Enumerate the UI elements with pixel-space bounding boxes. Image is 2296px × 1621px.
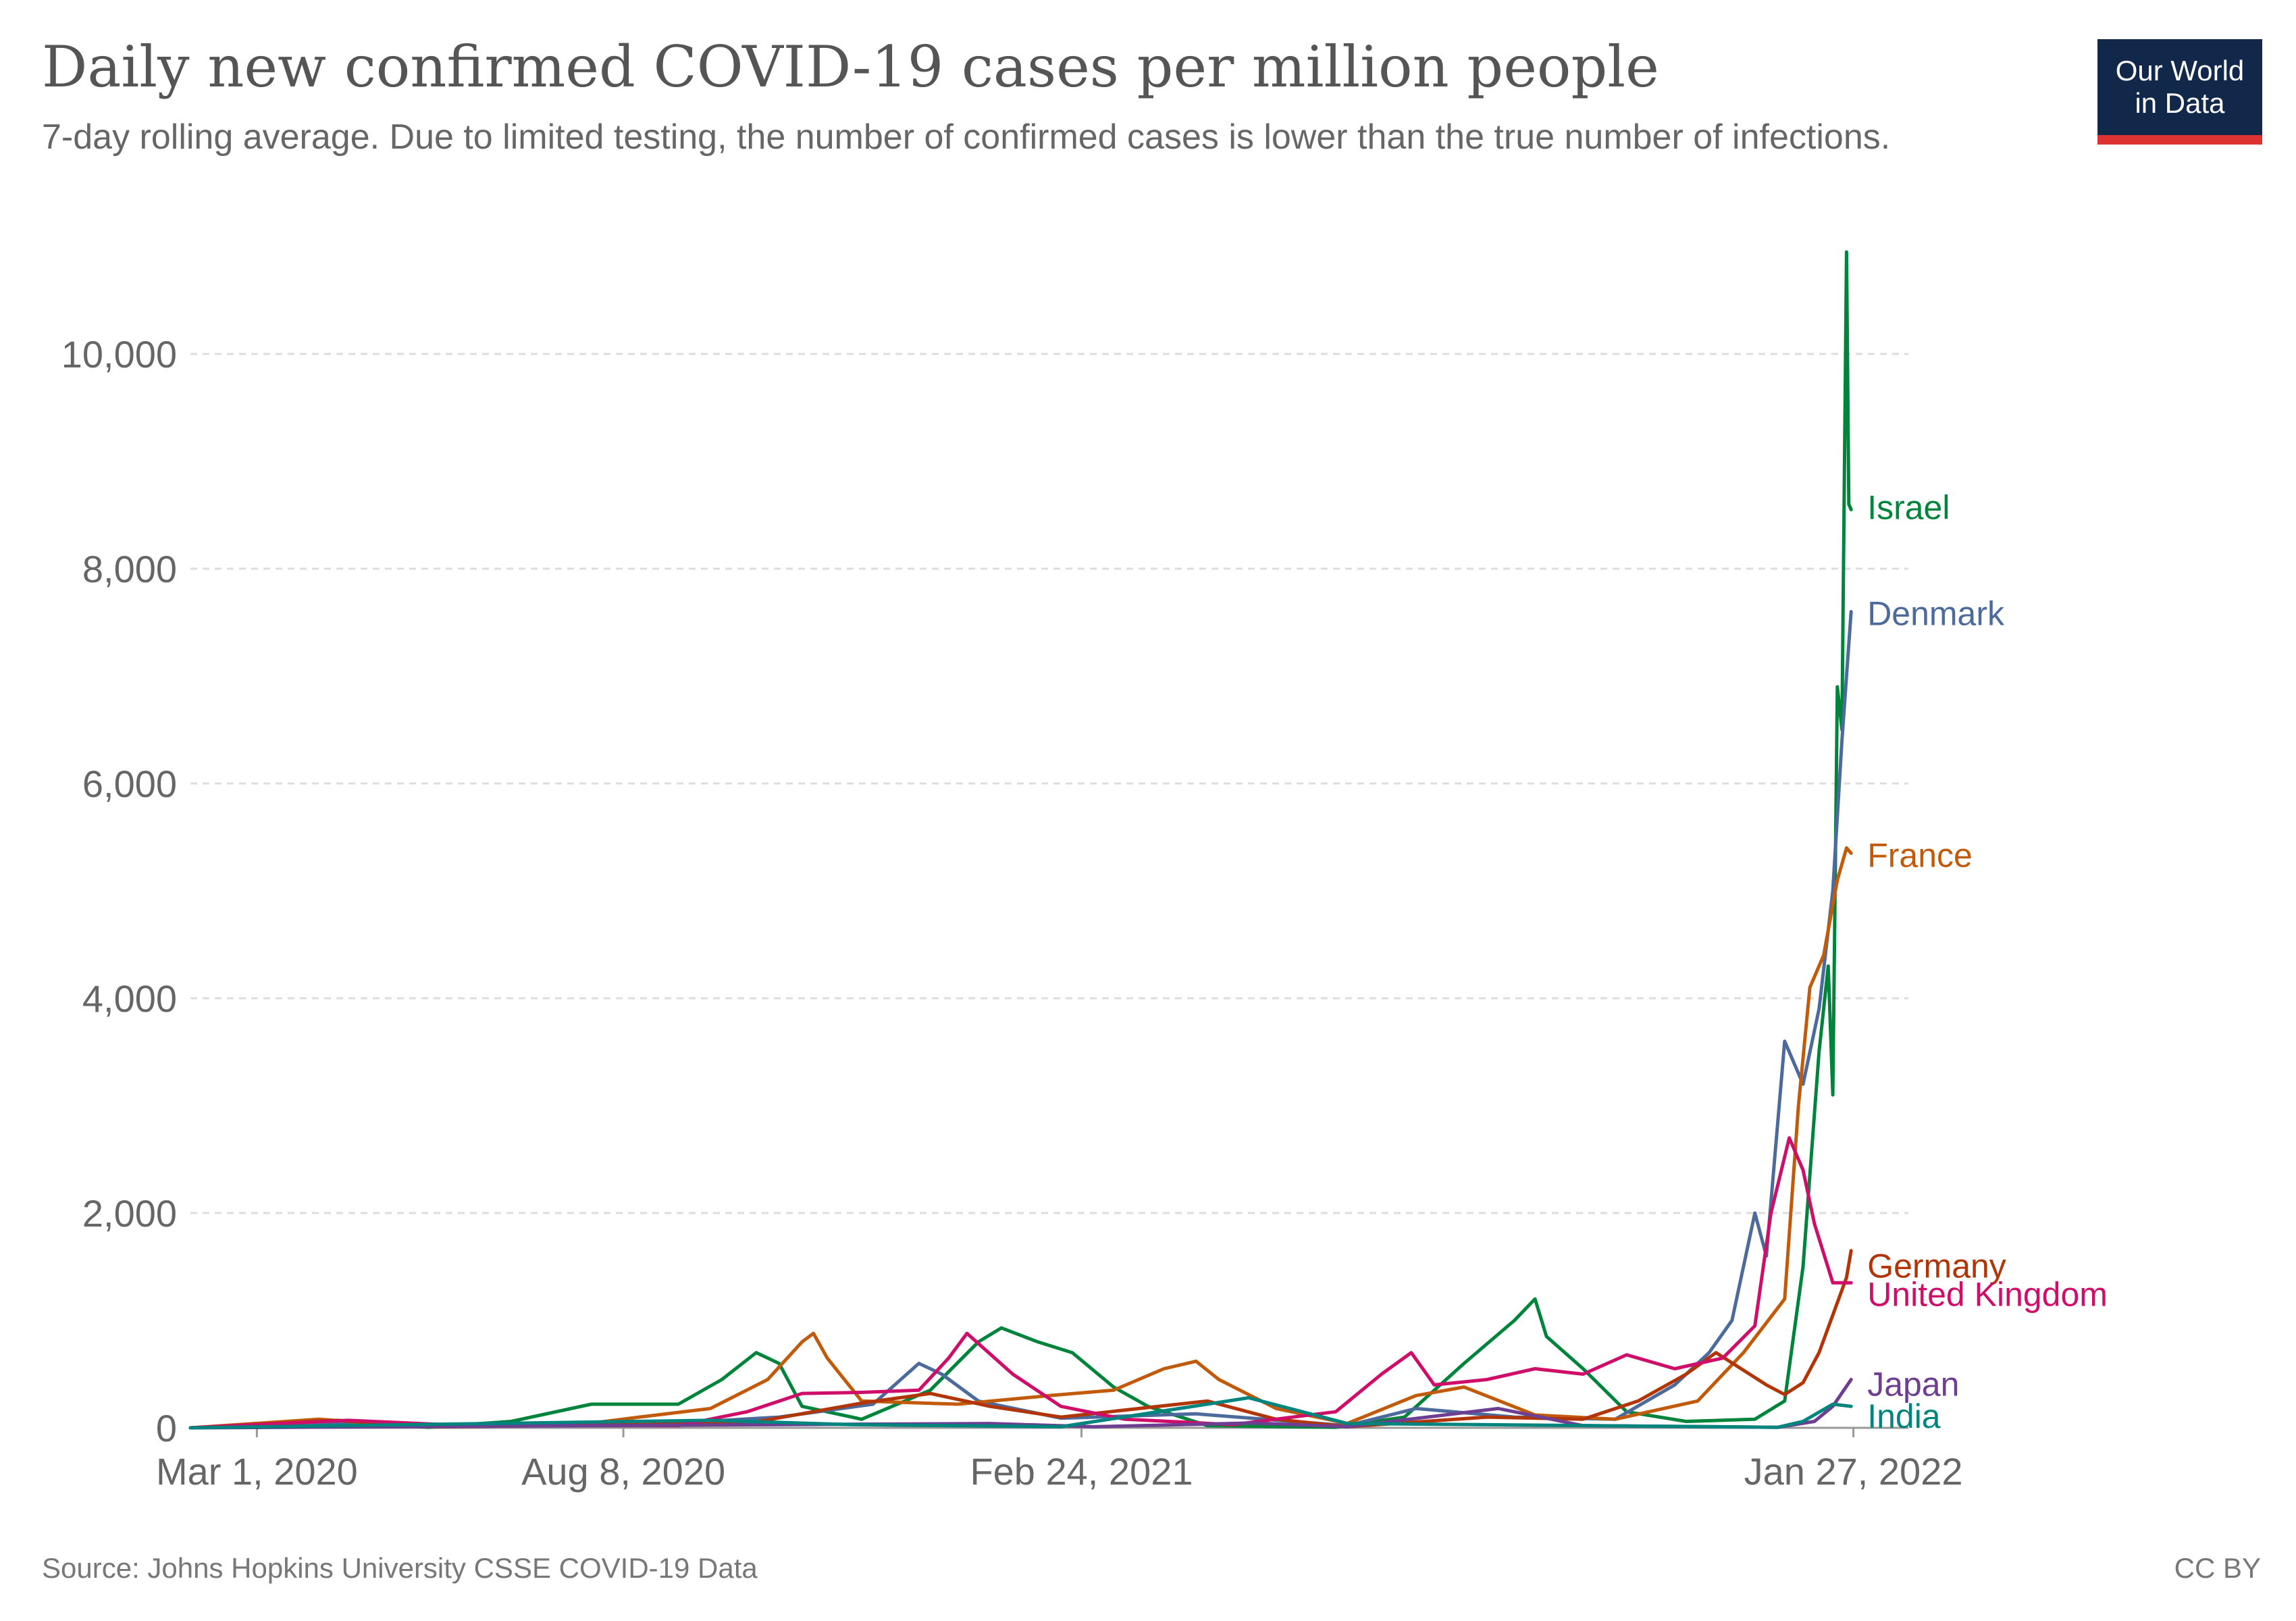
x-tick-label: Feb 24, 2021 xyxy=(970,1450,1193,1493)
series-line-united-kingdom[interactable] xyxy=(188,1136,1853,1430)
series-label-germany[interactable]: Germany xyxy=(1867,1247,2006,1285)
owid-logo[interactable]: Our World in Data xyxy=(2097,39,2262,145)
x-axis: Mar 1, 2020 Aug 8, 2020 Feb 24, 2021 Jan 27… xyxy=(156,1426,1963,1493)
series-label-israel[interactable]: Israel xyxy=(1867,489,1950,527)
y-axis-tick-labels: 0 2,000 4,000 6,000 8,000 10,000 xyxy=(61,333,177,1449)
chart-title: Daily new confirmed COVID-19 cases per m… xyxy=(42,34,1659,100)
series-line-denmark[interactable] xyxy=(188,610,1853,1430)
series-line-israel[interactable] xyxy=(188,250,1853,1430)
y-tick-label: 0 xyxy=(156,1407,177,1449)
y-tick-label: 4,000 xyxy=(82,977,177,1020)
series-lines xyxy=(188,250,1853,1430)
series-line-germany[interactable] xyxy=(188,1249,1853,1430)
y-tick-label: 8,000 xyxy=(82,548,177,590)
series-line-france[interactable] xyxy=(188,846,1853,1430)
series-label-united-kingdom[interactable]: United Kingdom xyxy=(1867,1275,2108,1313)
gridlines xyxy=(190,353,1908,1214)
series-label-japan[interactable]: Japan xyxy=(1867,1365,1959,1403)
series-label-india[interactable]: India xyxy=(1867,1397,1941,1435)
series-label-france[interactable]: France xyxy=(1867,836,1973,874)
series-line-india[interactable] xyxy=(188,1396,1853,1430)
license-label[interactable]: CC BY xyxy=(2174,1552,2261,1584)
y-tick-label: 10,000 xyxy=(61,333,177,376)
x-tick-label: Jan 27, 2022 xyxy=(1744,1450,1963,1493)
x-tick-label: Mar 1, 2020 xyxy=(156,1450,358,1493)
logo-line-2: in Data xyxy=(2135,87,2225,119)
series-label-denmark[interactable]: Denmark xyxy=(1867,595,2005,633)
chart-subtitle: 7-day rolling average. Due to limited te… xyxy=(42,118,1891,157)
logo-line-1: Our World xyxy=(2115,55,2245,86)
x-tick-label: Aug 8, 2020 xyxy=(521,1450,725,1493)
source-note: Source: Johns Hopkins University CSSE CO… xyxy=(42,1552,758,1584)
y-tick-label: 6,000 xyxy=(82,763,177,805)
y-tick-label: 2,000 xyxy=(82,1192,177,1235)
